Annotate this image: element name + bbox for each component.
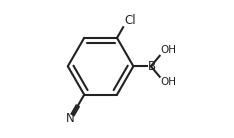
Text: N: N [66,112,75,125]
Text: Cl: Cl [124,14,136,27]
Text: OH: OH [160,45,176,55]
Text: B: B [147,60,156,73]
Text: OH: OH [160,77,176,87]
